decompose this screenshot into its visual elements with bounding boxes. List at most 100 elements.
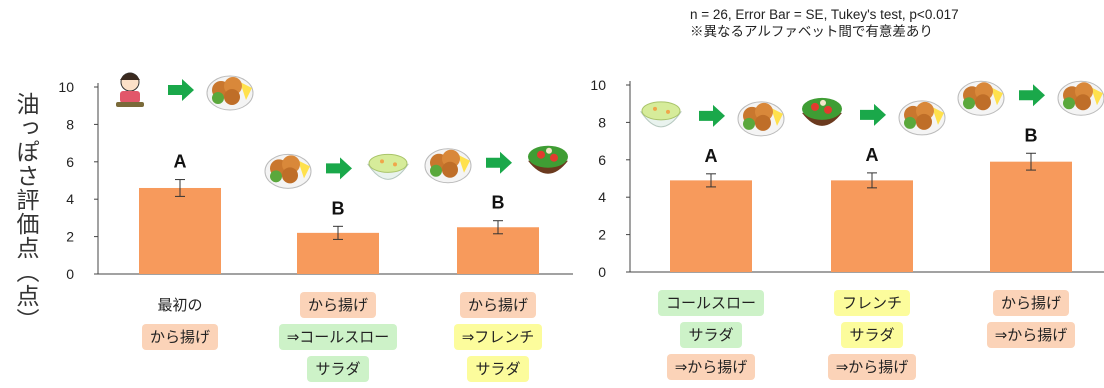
category-label-line: サラダ xyxy=(428,356,568,382)
hair-shape xyxy=(120,73,140,80)
karaage-piece xyxy=(755,114,771,131)
bar xyxy=(457,227,539,274)
lemon-shape xyxy=(458,154,470,173)
lemon-shape xyxy=(240,82,252,100)
lemon-shape xyxy=(991,87,1003,106)
category-label-line: ⇒から揚げ xyxy=(802,354,942,380)
category-label-line: から揚げ xyxy=(961,290,1101,316)
significance-letter: B xyxy=(332,198,345,218)
category-label-chip: 最初の xyxy=(157,296,203,314)
arrow-shape xyxy=(326,157,352,180)
karaage-plate-icon xyxy=(206,75,254,111)
karaage-plate-icon xyxy=(264,153,312,189)
category-label-line: ⇒から揚げ xyxy=(641,354,781,380)
karaage-piece xyxy=(442,161,458,178)
lettuce-shape xyxy=(1063,97,1075,110)
arrow-right-icon xyxy=(486,151,512,174)
tomato-shape xyxy=(550,153,558,162)
category-label: から揚げ ⇒から揚げ xyxy=(961,290,1101,354)
category-label: 最初の から揚げ xyxy=(110,292,250,356)
category-label-line: サラダ xyxy=(802,322,942,348)
karaage-plate-icon xyxy=(1057,80,1104,116)
karaage-plate-icon xyxy=(898,100,946,136)
lettuce-shape xyxy=(904,116,916,129)
category-label-line: ⇒コールスロー xyxy=(268,324,408,350)
significance-letter: A xyxy=(705,146,718,166)
category-label-line: サラダ xyxy=(641,322,781,348)
arrow-right-icon xyxy=(860,103,886,126)
significance-letter: A xyxy=(866,145,879,165)
category-label-chip: から揚げ xyxy=(141,324,218,350)
category-label-line: コールスロー xyxy=(641,290,781,316)
arrow-right-icon xyxy=(1019,84,1045,107)
category-label-line: フレンチ xyxy=(802,290,942,316)
tomato-shape xyxy=(811,102,819,111)
y-axis-label: 油っぽさ評価点（点） xyxy=(12,92,38,332)
y-tick-label: 8 xyxy=(66,116,74,132)
category-label: から揚げ ⇒コールスロー サラダ xyxy=(268,292,408,388)
lemon-shape xyxy=(932,106,944,125)
bar-charts: 0 2 4 6 8 10 A B B 0 2 4 6 8 10 A A B xyxy=(58,72,1104,282)
y-tick-label: 0 xyxy=(598,264,606,280)
y-tick-label: 10 xyxy=(58,79,74,95)
category-label-chip: ⇒から揚げ xyxy=(986,322,1076,348)
arrow-right-icon xyxy=(326,157,352,180)
bar xyxy=(831,180,913,272)
body-shape xyxy=(120,91,140,103)
arrow-shape xyxy=(860,103,886,126)
y-tick-label: 2 xyxy=(66,229,74,245)
onion-shape xyxy=(820,99,826,106)
category-label-chip: ⇒フレンチ xyxy=(453,324,543,350)
karaage-plate-icon xyxy=(957,80,1005,116)
category-label-line: から揚げ xyxy=(268,292,408,318)
karaage-piece xyxy=(224,89,240,105)
y-tick-label: 8 xyxy=(598,114,606,130)
category-label: コールスロー サラダ ⇒から揚げ xyxy=(641,290,781,386)
y-tick-label: 4 xyxy=(66,191,74,207)
lettuce-shape xyxy=(270,170,282,183)
coleslaw-shape xyxy=(641,101,681,121)
karaage-piece xyxy=(916,113,932,130)
arrow-shape xyxy=(168,79,194,101)
category-label-chip: フレンチ xyxy=(833,290,910,316)
category-label-chip: サラダ xyxy=(467,356,529,382)
karaage-plate-icon xyxy=(737,101,785,137)
category-label-chip: から揚げ xyxy=(992,290,1069,316)
lettuce-shape xyxy=(963,97,975,110)
category-label-chip: から揚げ xyxy=(299,292,376,318)
stats-note-line-1: n = 26, Error Bar = SE, Tukey's test, p<… xyxy=(690,7,959,22)
arrow-shape xyxy=(1019,84,1045,107)
category-label-line: ⇒から揚げ xyxy=(961,322,1101,348)
coleslaw-shape xyxy=(368,153,408,173)
onion-shape xyxy=(546,147,552,154)
category-label-chip: コールスロー xyxy=(657,290,764,316)
green-salad-bowl-icon xyxy=(528,145,568,174)
chart-2: 0 2 4 6 8 10 A A B xyxy=(590,77,1104,280)
coleslaw-bowl-icon xyxy=(640,101,682,128)
green-salad-bowl-icon xyxy=(802,97,842,126)
karaage-piece xyxy=(1075,94,1091,111)
carrot-bit xyxy=(653,106,657,111)
lemon-shape xyxy=(1091,87,1103,106)
icon-group xyxy=(264,153,409,189)
significance-letter: B xyxy=(492,193,505,213)
table-shape xyxy=(116,102,144,107)
lettuce-shape xyxy=(528,145,568,168)
chart-1: 0 2 4 6 8 10 A B B xyxy=(58,79,573,282)
category-label-chip: サラダ xyxy=(307,356,369,382)
arrow-right-icon xyxy=(699,104,725,127)
category-label-chip: ⇒から揚げ xyxy=(827,354,917,380)
arrow-shape xyxy=(486,151,512,174)
y-tick-label: 6 xyxy=(598,152,606,168)
y-tick-label: 6 xyxy=(66,154,74,170)
category-label-line: ⇒フレンチ xyxy=(428,324,568,350)
karaage-piece xyxy=(975,94,991,111)
coleslaw-bowl-icon xyxy=(367,153,409,180)
significance-letter: A xyxy=(174,152,187,172)
carrot-bit xyxy=(666,109,670,114)
icon-group xyxy=(640,101,785,137)
category-label: から揚げ ⇒フレンチ サラダ xyxy=(428,292,568,388)
lettuce-shape xyxy=(802,97,842,120)
lettuce-shape xyxy=(743,117,755,130)
y-tick-label: 0 xyxy=(66,266,74,282)
